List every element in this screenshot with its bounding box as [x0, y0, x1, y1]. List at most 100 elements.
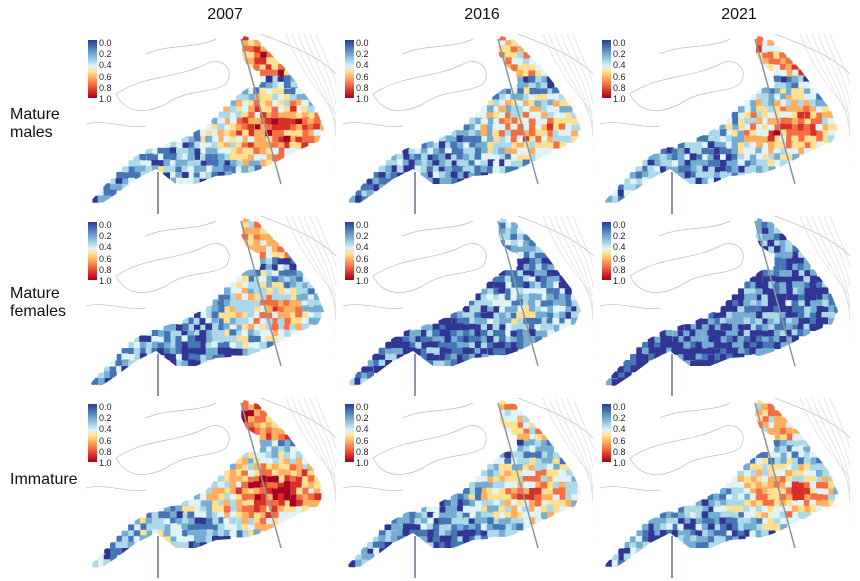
map-cell — [254, 93, 262, 101]
map-cell — [139, 335, 147, 343]
map-panel: 0.0 0.2 0.4 0.6 0.8 1.0 — [343, 398, 593, 578]
map-cell — [636, 360, 644, 368]
map-cell — [456, 341, 464, 349]
map-cell — [756, 39, 764, 47]
map-cell — [523, 494, 531, 502]
map-cell — [295, 300, 303, 308]
map-cell — [690, 142, 698, 150]
map-cell — [170, 536, 178, 544]
map-cell — [133, 536, 141, 544]
map-cell — [271, 336, 279, 344]
map-cell — [792, 251, 800, 259]
map-cell — [695, 318, 703, 326]
map-cell — [541, 451, 549, 459]
map-cell — [786, 264, 794, 272]
map-cell — [271, 142, 279, 150]
map-cell — [361, 190, 369, 198]
map-cell — [199, 171, 207, 179]
map-cell — [474, 312, 482, 320]
map-cell — [737, 130, 745, 138]
map-cell — [372, 177, 380, 185]
map-cell — [762, 117, 770, 125]
map-cell — [535, 451, 543, 459]
map-cell — [271, 517, 279, 525]
map-cell — [140, 523, 148, 531]
map-cell — [487, 469, 495, 477]
map-cell — [779, 52, 787, 60]
map-cell — [492, 276, 500, 284]
depth-contour — [817, 34, 850, 150]
map-cell — [535, 246, 543, 254]
map-cell — [468, 312, 476, 320]
map-cell — [212, 530, 220, 538]
map-cell — [259, 293, 267, 301]
map-cell — [785, 300, 793, 308]
map-cell — [511, 166, 519, 174]
map-cell — [743, 523, 751, 531]
map-cell — [283, 506, 291, 514]
map-cell — [761, 299, 769, 307]
map-cell — [529, 263, 537, 271]
map-cell — [498, 222, 506, 230]
map-cell — [438, 141, 446, 149]
map-cell — [451, 348, 459, 356]
map-cell — [791, 257, 799, 265]
map-cell — [695, 172, 703, 180]
map-cell — [176, 324, 184, 332]
map-cell — [511, 427, 519, 435]
map-cell — [744, 166, 752, 174]
map-cell — [510, 287, 518, 295]
map-cell — [260, 458, 268, 466]
map-cell — [713, 177, 721, 185]
map-cell — [283, 324, 291, 332]
map-cell — [290, 106, 298, 114]
map-cell — [720, 348, 728, 356]
map-cell — [450, 136, 458, 144]
map-cell — [229, 476, 237, 484]
map-cell — [290, 130, 298, 138]
map-cell — [433, 518, 441, 526]
map-cell — [426, 336, 434, 344]
map-cell — [792, 433, 800, 441]
map-cell — [779, 323, 787, 331]
map-cell — [559, 494, 567, 502]
map-cell — [290, 124, 298, 132]
map-cell — [815, 505, 823, 513]
map-cell — [785, 476, 793, 484]
map-cell — [242, 500, 250, 508]
map-cell — [744, 124, 752, 132]
map-cell — [737, 530, 745, 538]
map-cell — [409, 511, 417, 519]
map-cell — [779, 511, 787, 519]
map-cell — [301, 142, 309, 150]
map-cell — [701, 523, 709, 531]
map-cell — [103, 366, 111, 374]
map-cell — [218, 517, 226, 525]
map-cell — [564, 475, 572, 483]
map-cell — [492, 505, 500, 513]
map-cell — [666, 147, 674, 155]
map-cell — [236, 106, 244, 114]
map-cell — [809, 324, 817, 332]
map-cell — [714, 500, 722, 508]
map-cell — [248, 275, 256, 283]
map-cell — [487, 117, 495, 125]
map-cell — [355, 195, 363, 203]
map-cell — [702, 505, 710, 513]
map-cell — [761, 136, 769, 144]
map-cell — [725, 517, 733, 525]
map-cell — [200, 524, 208, 532]
map-cell — [426, 347, 434, 355]
map-cell — [707, 536, 715, 544]
map-cell — [260, 240, 268, 248]
map-cell — [511, 421, 519, 429]
map-cell — [271, 323, 279, 331]
legend-tick-label: 0.4 — [356, 242, 369, 253]
map-cell — [254, 300, 262, 308]
map-cell — [630, 365, 638, 373]
map-cell — [749, 165, 757, 173]
map-cell — [732, 311, 740, 319]
map-cell — [205, 353, 213, 361]
map-cell — [283, 299, 291, 307]
map-cell — [391, 336, 399, 344]
